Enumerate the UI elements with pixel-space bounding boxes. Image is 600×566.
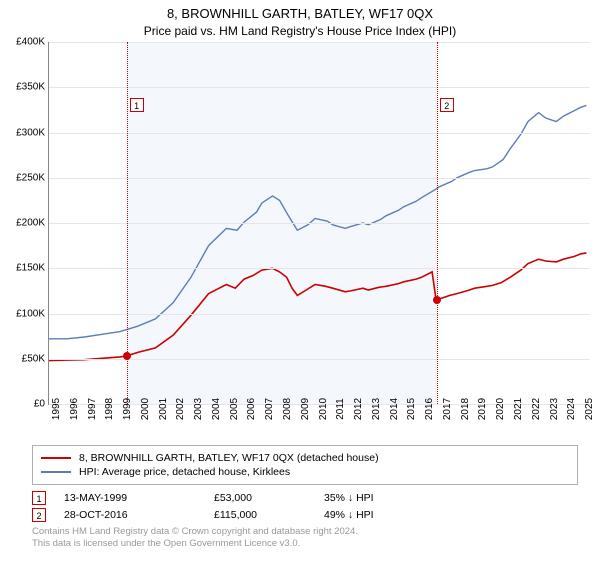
x-axis-label: 2009 <box>300 398 311 420</box>
sales-table: 1 13-MAY-1999£53,00035% ↓ HPI 2 28-OCT-2016… <box>32 491 578 522</box>
x-axis-label: 2007 <box>264 398 275 420</box>
sale-hpi-diff: 49% ↓ HPI <box>324 509 434 521</box>
chart-subtitle: Price paid vs. HM Land Registry's House … <box>0 24 600 38</box>
sale-hpi-diff: 35% ↓ HPI <box>324 492 434 504</box>
x-axis-label: 2021 <box>513 398 524 420</box>
x-axis-label: 1998 <box>104 398 115 420</box>
chart-title: 8, BROWNHILL GARTH, BATLEY, WF17 0QX <box>0 6 600 21</box>
x-axis-label: 2004 <box>211 398 222 420</box>
sale-marker-line <box>437 42 438 404</box>
y-axis-label: £0 <box>34 399 45 410</box>
legend-label: HPI: Average price, detached house, Kirk… <box>79 466 290 478</box>
y-axis-label: £50K <box>22 353 45 364</box>
legend-label: 8, BROWNHILL GARTH, BATLEY, WF17 0QX (de… <box>79 452 379 464</box>
grid-line <box>49 359 590 360</box>
grid-line <box>49 314 590 315</box>
x-axis-label: 2019 <box>477 398 488 420</box>
x-axis-label: 2008 <box>282 398 293 420</box>
footer-line2: This data is licensed under the Open Gov… <box>32 538 578 550</box>
grid-line <box>49 178 590 179</box>
x-axis-label: 2010 <box>318 398 329 420</box>
x-axis-label: 2024 <box>566 398 577 420</box>
sale-price: £115,000 <box>214 509 324 521</box>
y-axis-label: £350K <box>16 82 45 93</box>
x-axis-label: 2014 <box>389 398 400 420</box>
x-axis-label: 2012 <box>353 398 364 420</box>
grid-line <box>49 268 590 269</box>
legend-swatch <box>41 457 71 459</box>
x-axis-label: 1999 <box>122 398 133 420</box>
x-axis-label: 1997 <box>87 398 98 420</box>
x-axis-label: 2017 <box>442 398 453 420</box>
x-axis-label: 2003 <box>193 398 204 420</box>
sale-row-badge: 1 <box>32 491 46 505</box>
x-axis-label: 2022 <box>531 398 542 420</box>
sale-price: £53,000 <box>214 492 324 504</box>
x-axis-label: 2011 <box>335 398 346 420</box>
footer-line1: Contains HM Land Registry data © Crown c… <box>32 526 578 538</box>
legend-box: 8, BROWNHILL GARTH, BATLEY, WF17 0QX (de… <box>32 445 578 485</box>
y-axis-label: £400K <box>16 37 45 48</box>
y-axis-label: £300K <box>16 127 45 138</box>
y-axis-label: £100K <box>16 308 45 319</box>
legend-item: HPI: Average price, detached house, Kirk… <box>41 466 569 478</box>
sale-marker-badge: 1 <box>130 98 144 112</box>
attribution-footer: Contains HM Land Registry data © Crown c… <box>32 526 578 551</box>
grid-line <box>49 87 590 88</box>
x-axis-label: 2002 <box>175 398 186 420</box>
x-axis-label: 2016 <box>424 398 435 420</box>
legend-swatch <box>41 471 71 473</box>
x-axis-label: 2013 <box>371 398 382 420</box>
sale-dot <box>433 296 441 304</box>
x-axis-label: 2001 <box>158 398 169 420</box>
y-axis-label: £150K <box>16 263 45 274</box>
x-axis-label: 2005 <box>229 398 240 420</box>
sale-marker-line <box>127 42 128 404</box>
chart-x-labels: 1995199619971998199920002001200220032004… <box>48 405 590 439</box>
grid-line <box>49 133 590 134</box>
y-axis-label: £200K <box>16 218 45 229</box>
x-axis-label: 2023 <box>549 398 560 420</box>
sale-date: 28-OCT-2016 <box>64 509 214 521</box>
x-axis-label: 1996 <box>69 398 80 420</box>
grid-line <box>49 223 590 224</box>
sale-dot <box>123 352 131 360</box>
sale-row-badge: 2 <box>32 508 46 522</box>
x-axis-label: 1995 <box>51 398 62 420</box>
legend-item: 8, BROWNHILL GARTH, BATLEY, WF17 0QX (de… <box>41 452 569 464</box>
x-axis-label: 2025 <box>584 398 595 420</box>
sale-marker-badge: 2 <box>440 98 454 112</box>
sale-row: 1 13-MAY-1999£53,00035% ↓ HPI <box>32 491 578 505</box>
x-axis-label: 2000 <box>140 398 151 420</box>
grid-line <box>49 42 590 43</box>
x-axis-label: 2015 <box>406 398 417 420</box>
sale-date: 13-MAY-1999 <box>64 492 214 504</box>
sale-row: 2 28-OCT-2016£115,00049% ↓ HPI <box>32 508 578 522</box>
x-axis-label: 2020 <box>495 398 506 420</box>
chart-plot-area: £0£50K£100K£150K£200K£250K£300K£350K£400… <box>48 42 590 405</box>
x-axis-label: 2018 <box>460 398 471 420</box>
y-axis-label: £250K <box>16 172 45 183</box>
x-axis-label: 2006 <box>246 398 257 420</box>
